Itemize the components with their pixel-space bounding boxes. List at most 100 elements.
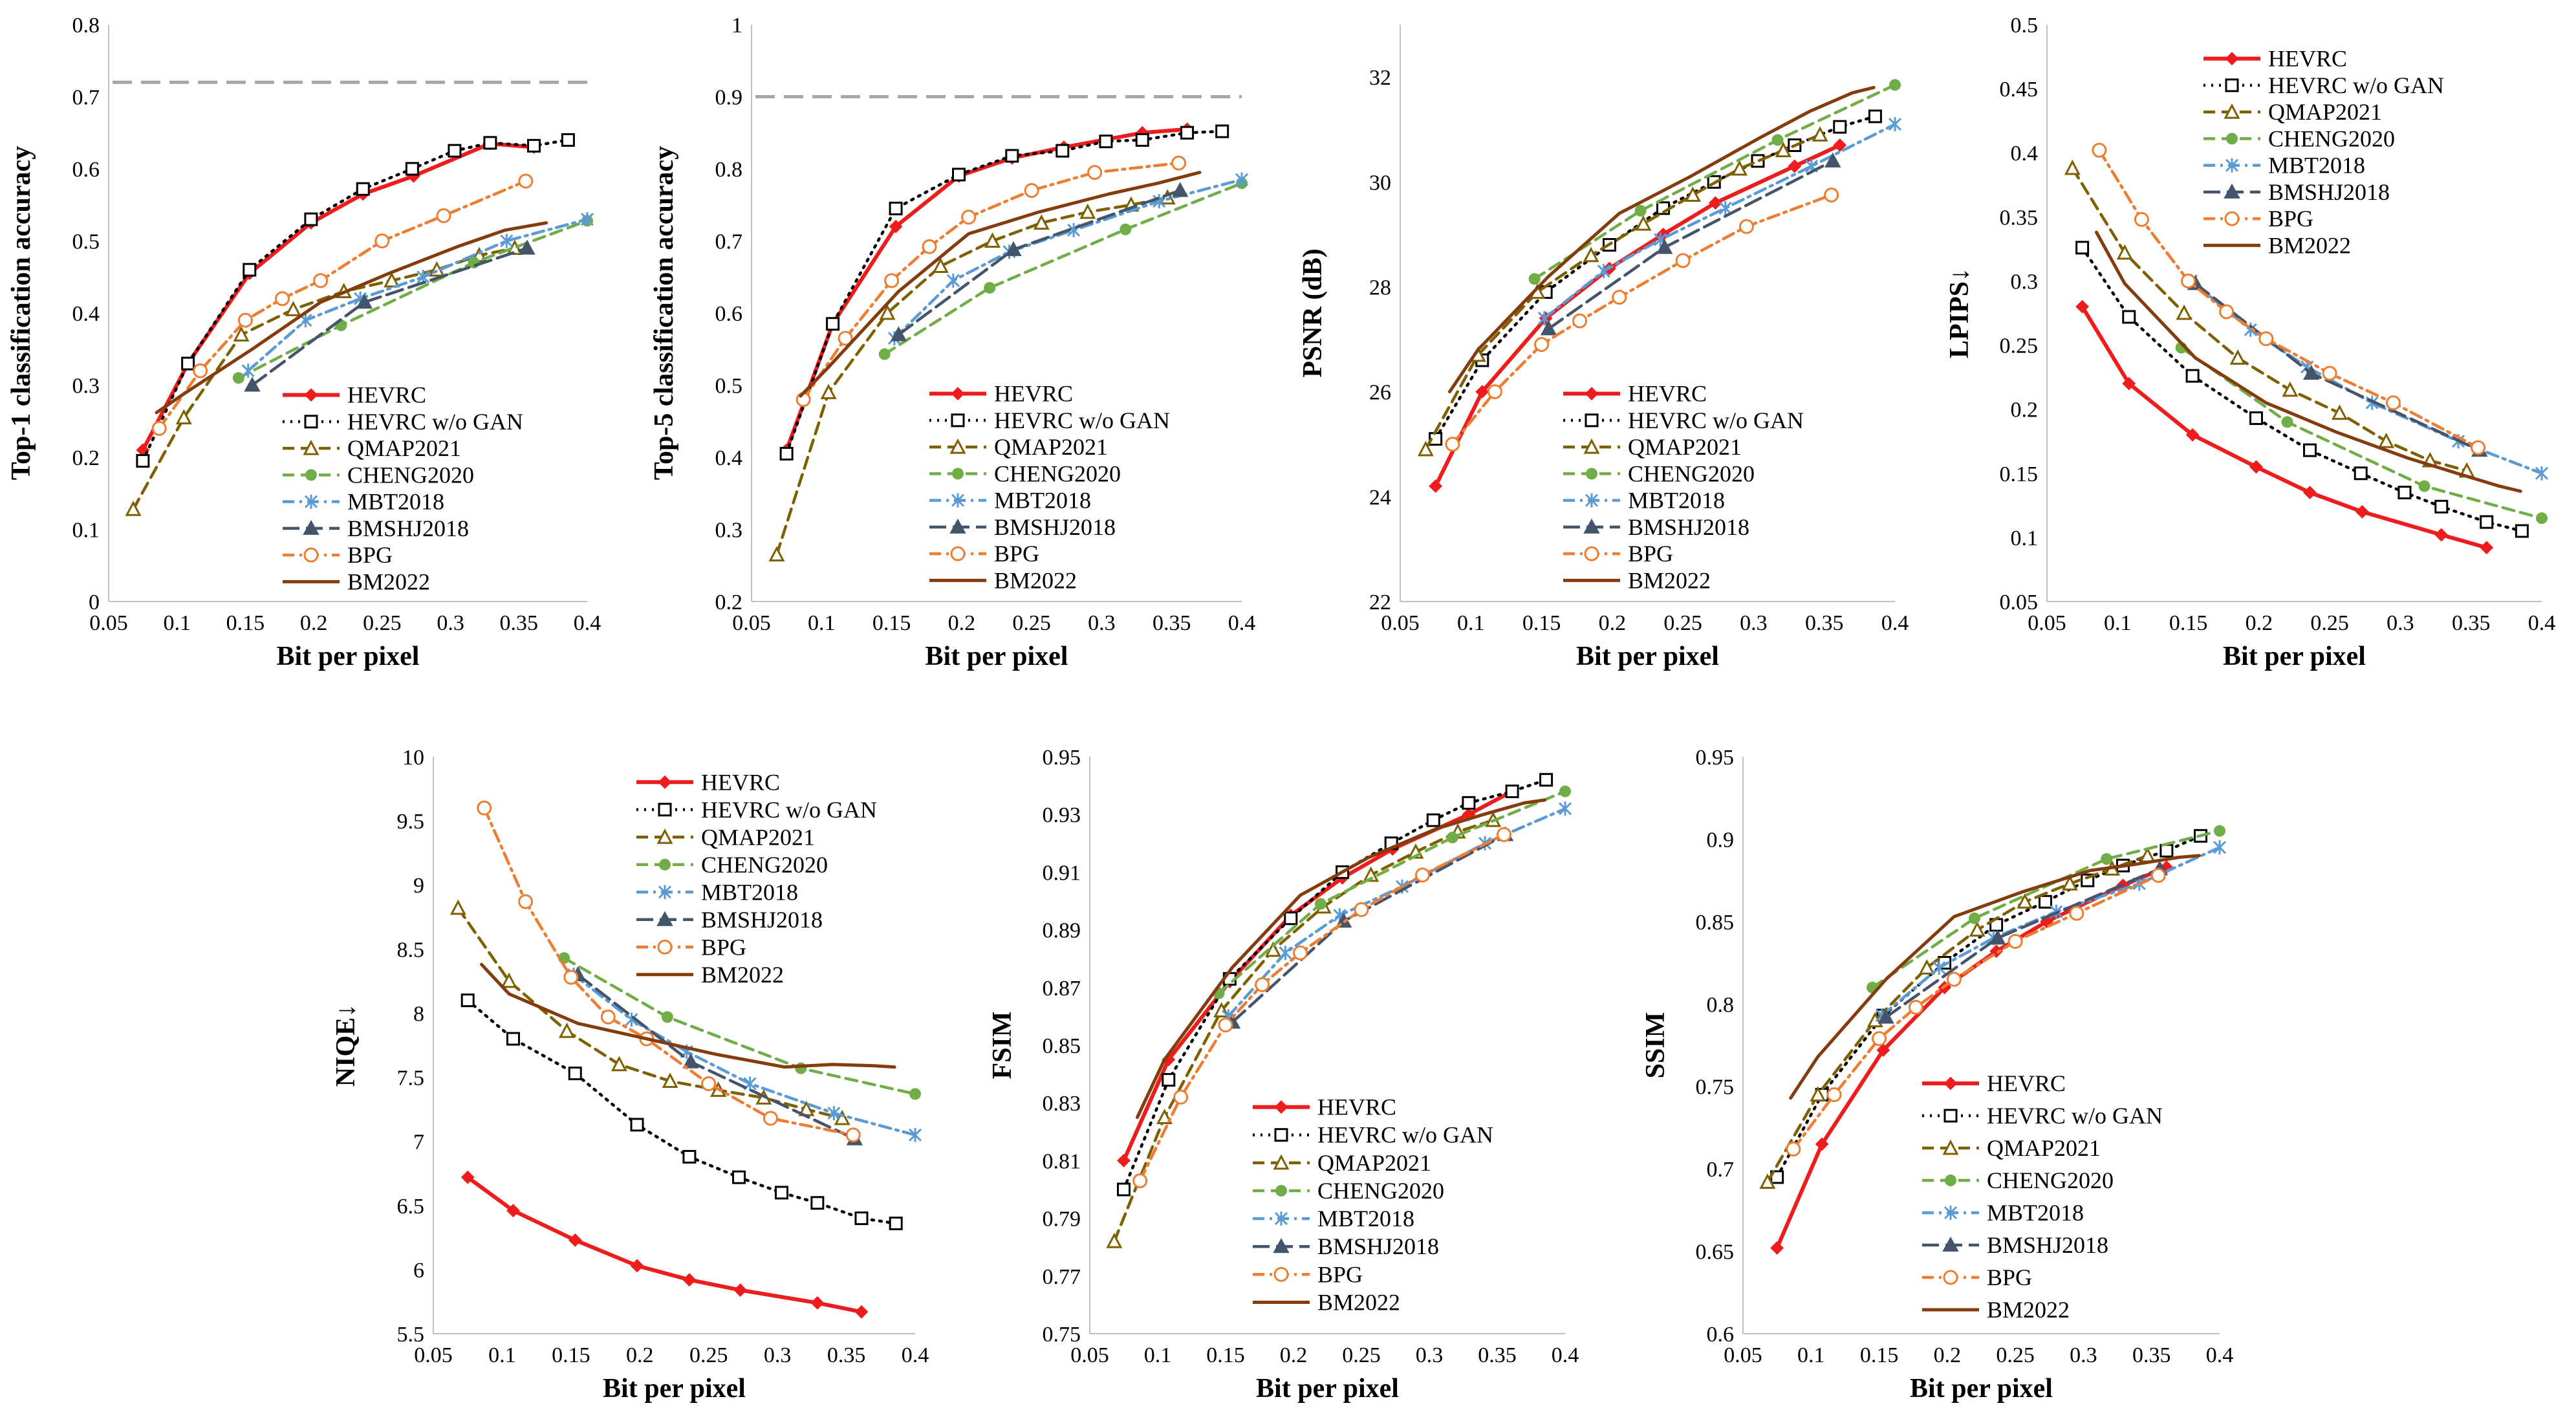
legend-marker-mbt2018 [658,885,672,900]
data-point-cheng2020 [1528,273,1541,285]
data-point-hevrc [1815,1137,1829,1151]
legend-marker-hevrc [1274,1100,1288,1114]
data-point-bpg [1872,1031,1887,1047]
data-point-mbt2018 [625,1012,638,1027]
data-point-qmap2021 [2229,349,2246,365]
x-tick-label: 0.2 [948,611,976,635]
y-tick-label: 0.6 [1707,1323,1735,1347]
data-point-mbt2018 [908,1127,922,1142]
data-point-bpg [838,331,853,346]
x-tick-label: 0.2 [2246,611,2273,635]
data-point-bpg [1675,253,1691,268]
data-point-hevrc [460,1170,475,1184]
data-point-mbt2018 [946,273,960,288]
y-tick-label: 0.87 [1043,977,1081,1001]
data-point-qmap2021 [1363,866,1380,882]
x-tick-label: 0.1 [1457,611,1485,635]
x-tick-label: 0.4 [902,1343,929,1367]
data-point-bpg [1024,182,1039,198]
series-line-cheng2020 [1217,790,1567,995]
series-line-hevrc-w-o-gan [785,129,1224,455]
y-axis-title: FSIM [988,1012,1017,1079]
x-tick-label: 0.2 [1934,1343,1962,1367]
data-point-mbt2018 [827,1106,841,1121]
legend-box [275,382,547,595]
x-tick-label: 0.15 [226,611,265,635]
x-tick-label: 0.2 [300,611,328,635]
series-line-bpg [1138,833,1506,1182]
legend-label-hevrc: HEVRC [2268,46,2347,72]
y-tick-label: 9.5 [397,810,425,834]
data-point-qmap2021 [2064,159,2081,175]
legend-label-hevrc: HEVRC [1987,1070,2066,1096]
legend-label-bmshj2018: BMSHJ2018 [1628,514,1749,540]
data-point-hevrc-w-o-gan [952,168,966,182]
data-point-hevrc-w-o-gan [1539,773,1553,787]
x-tick-label: 0.15 [872,611,911,635]
data-point-bmshj2018 [1824,152,1841,168]
data-point-hevrc-w-o-gan [1462,796,1476,810]
data-point-hevrc [2122,376,2136,391]
legend-marker-hevrc-w-o-gan [951,413,965,428]
data-point-hevrc-w-o-gan [1135,133,1149,147]
x-tick-label: 0.3 [2387,611,2414,635]
data-point-hevrc-w-o-gan [1215,124,1229,138]
legend-label-bpg: BPG [1317,1261,1363,1287]
series-line-bpg [1451,193,1833,446]
series-line-bm2022 [155,221,548,415]
data-point-mbt2018 [2535,466,2549,481]
x-tick-label: 0.15 [1206,1343,1245,1367]
y-tick-label: 0.9 [715,86,743,110]
data-point-cheng2020 [1889,79,1901,91]
data-point-hevrc [2185,428,2200,442]
y-tick-label: 0.7 [715,230,743,254]
y-tick-label: 0.15 [2000,462,2039,486]
data-point-bpg [1824,188,1839,203]
x-tick-label: 0.15 [1860,1343,1899,1367]
data-point-qmap2021 [285,301,301,316]
y-tick-label: 10 [402,746,424,770]
data-point-hevrc-w-o-gan [1055,144,1070,158]
series-line-hevrc [1433,143,1842,488]
y-tick-label: 0.6 [715,302,743,326]
data-point-qmap2021 [768,546,785,562]
data-point-mbt2018 [1235,172,1249,187]
y-tick-label: 0.5 [2011,14,2039,38]
data-point-qmap2021 [2176,304,2192,320]
data-point-bmshj2018 [1172,182,1189,197]
legend-label-hevrc-w-o-gan: HEVRC w/o GAN [994,407,1170,433]
data-point-hevrc [682,1273,697,1287]
legend-label-qmap2021: QMAP2021 [1317,1150,1431,1176]
data-point-hevrc-w-o-gan [181,356,195,371]
legend-label-cheng2020: CHENG2020 [701,852,828,878]
legend-label-hevrc-w-o-gan: HEVRC w/o GAN [2268,72,2444,98]
x-axis-title: Bit per pixel [2223,642,2366,671]
y-tick-label: 5.5 [397,1323,425,1347]
x-tick-label: 0.3 [764,1343,792,1367]
chart-psnr: 0.05 0.1 0.15 0.2 0.25 0.3 0.35 0.4 22 24 26 28 30 32… [1298,25,1909,671]
y-tick-label: 7 [413,1131,424,1155]
data-point-qmap2021 [1033,214,1050,230]
data-point-hevrc-w-o-gan [854,1211,869,1226]
data-point-bpg [1826,1087,1842,1102]
data-point-qmap2021 [1969,921,1986,937]
y-tick-label: 0.7 [72,86,100,110]
data-point-hevrc-w-o-gan [448,144,462,158]
y-axis-title: SSIM [1641,1012,1671,1079]
y-tick-label: 24 [1369,486,1391,510]
series-line-bpg [2097,149,2480,450]
legend-marker-hevrc [658,775,672,789]
data-point-hevrc-w-o-gan [732,1170,746,1184]
y-tick-label: 0.3 [2011,270,2039,294]
data-point-mbt2018 [2213,840,2227,855]
data-point-bpg [1171,155,1187,171]
legend-label-bm2022: BM2022 [1317,1289,1400,1315]
data-point-bpg [313,273,329,288]
data-point-qmap2021 [662,1072,678,1089]
x-tick-label: 0.4 [1881,611,1909,635]
data-point-cheng2020 [2536,512,2548,525]
data-point-hevrc-w-o-gan [304,212,318,226]
data-point-hevrc-w-o-gan [1505,785,1519,799]
data-point-hevrc [568,1233,582,1247]
